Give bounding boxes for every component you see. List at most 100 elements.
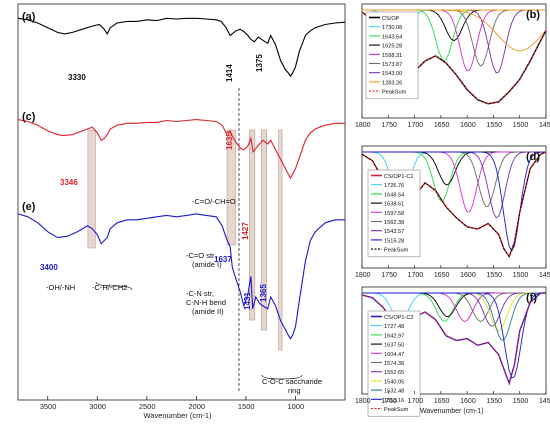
panel-label: (c)	[22, 111, 36, 123]
peak-annotation: 1365	[259, 284, 268, 302]
legend-label: 1283.26	[382, 80, 402, 86]
legend-label: 1598.31	[382, 53, 402, 59]
x-axis-title: Wavenumber (cm-1)	[144, 411, 213, 420]
panel-label: (d)	[526, 151, 540, 163]
group-label-amide-ii-line3: (amide II)	[192, 307, 224, 316]
group-label-saccharide: C-O-C saccharide	[262, 377, 322, 386]
legend-label: 1532.48	[384, 389, 404, 395]
peak-annotation: 3330	[68, 73, 86, 82]
x-tick-label: 1600	[460, 398, 476, 405]
legend-label: CS/OP	[382, 16, 400, 22]
peak-annotation: 1431	[243, 292, 252, 310]
highlight-band	[249, 129, 256, 321]
x-tick-label: 3000	[89, 402, 106, 411]
x-tick-label: 1650	[434, 122, 450, 129]
x-tick-label: 1800	[355, 398, 371, 405]
legend-label: 1552.65	[384, 370, 404, 376]
legend-label: 1642.97	[384, 333, 404, 339]
panel-frame	[361, 286, 547, 395]
legend-label: 1543.00	[382, 71, 402, 77]
x-tick-label: 1500	[513, 272, 529, 279]
panel-label: (a)	[22, 11, 36, 23]
spectrum-line	[17, 119, 345, 180]
x-tick-label: 1450	[539, 272, 550, 279]
x-tick-label: 1450	[539, 122, 550, 129]
panel-label: (f)	[526, 292, 537, 304]
x-tick-label: 1750	[381, 398, 397, 405]
panel-frame	[361, 145, 547, 269]
bracket	[261, 374, 303, 380]
group-label-saccharide-line2: ring	[288, 386, 301, 395]
legend-label: PeakSum	[384, 407, 409, 413]
x-tick-label: 1550	[486, 122, 502, 129]
legend-label: 1574.38	[384, 361, 404, 367]
highlight-band	[278, 129, 283, 351]
peak-annotation: 3400	[40, 263, 58, 272]
legend-label: 1597.58	[384, 211, 404, 217]
x-tick-label: 1650	[434, 398, 450, 405]
x-tick-label: 2500	[139, 402, 156, 411]
x-tick-label: 2000	[188, 402, 205, 411]
legend-label: 1638.61	[384, 202, 404, 208]
group-label: -OH/-NH	[46, 283, 75, 292]
legend-label: 1540.05	[384, 379, 404, 385]
legend-box	[367, 310, 421, 417]
x-axis-title: Wavenumber (cm-1)	[420, 408, 484, 415]
legend-label: 1625.28	[382, 44, 402, 50]
legend-label: 1726.76	[384, 183, 404, 189]
peak-annotation: 1637	[214, 255, 232, 264]
legend-label: 1543.57	[384, 229, 404, 235]
group-label-amide-ii-line2: C-N-H bend	[186, 298, 226, 307]
group-label: -C-H/-CH2	[92, 283, 127, 292]
group-label-amide-i-line2: (amide I)	[192, 260, 222, 269]
x-tick-label: 1550	[486, 272, 502, 279]
legend-label: 1637.50	[384, 343, 404, 349]
legend-label: PeakSum	[382, 90, 407, 96]
x-tick-label: 1650	[434, 272, 450, 279]
x-tick-label: 1000	[287, 402, 304, 411]
legend-label: 1513.16	[384, 398, 404, 404]
x-tick-label: 1800	[355, 122, 371, 129]
legend-label: 1562.38	[384, 220, 404, 226]
x-tick-label: 1500	[513, 122, 529, 129]
spectrum-line	[17, 17, 346, 78]
legend-label: 1730.08	[382, 25, 402, 31]
group-label-amide-i: -C=O str	[186, 251, 215, 260]
x-tick-label: 1600	[460, 272, 476, 279]
peak-annotation: 1427	[241, 222, 250, 240]
x-tick-label: 1800	[355, 272, 371, 279]
main-panel: (a) (c) (e) 3330 1414 1375 3346 1635 1427 3400 163…	[17, 3, 346, 420]
x-tick-label: 1600	[460, 122, 476, 129]
deconvolution-panel: (d) CS/OP1-C1 1726.76 1648.54 1638.61 1597.58…	[355, 145, 550, 279]
peak-annotation: 3346	[60, 178, 78, 187]
highlight-band	[226, 129, 236, 246]
x-tick-label: 1700	[408, 272, 424, 279]
legend-label: PeakSum	[384, 248, 409, 254]
deconvolution-panel: (f) CS/OP1-C2 1727.48 1642.97 1637.50 1604.47…	[355, 286, 550, 417]
legend-label: 1604.47	[384, 352, 404, 358]
bracket	[95, 281, 133, 291]
x-tick-label: 1750	[381, 272, 397, 279]
legend-label: 1643.64	[382, 34, 402, 40]
main-frame	[17, 3, 346, 401]
x-tick-label: 1500	[513, 398, 529, 405]
peak-annotation: 1635	[225, 132, 234, 150]
group-label-amide-ii: -C-N str,	[186, 289, 214, 298]
component-peak	[362, 292, 547, 379]
panel-label: (b)	[526, 9, 540, 21]
panel-label: (e)	[22, 201, 36, 213]
legend-label: CS/OP1-C1	[384, 174, 414, 180]
x-tick-label: 1750	[381, 122, 397, 129]
legend-label: 1648.54	[384, 192, 404, 198]
x-tick-label: 1700	[408, 122, 424, 129]
group-label: -C=O/-CH=O	[192, 197, 236, 206]
panel-frame	[361, 3, 547, 119]
component-peak	[362, 9, 547, 52]
x-tick-label: 1500	[238, 402, 255, 411]
legend-label: CS/OP1-C2	[384, 315, 414, 321]
highlight-band	[260, 129, 268, 331]
x-tick-label: 1550	[486, 398, 502, 405]
x-tick-label: 3500	[40, 402, 57, 411]
x-tick-label: 1450	[539, 398, 550, 405]
